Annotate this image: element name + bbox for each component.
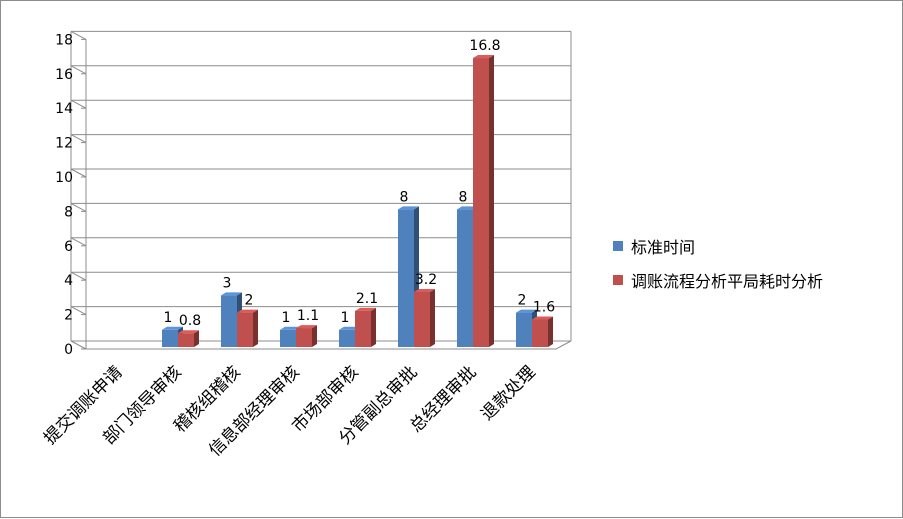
bar <box>516 312 532 347</box>
data-label: 0.8 <box>179 313 201 329</box>
gridline-side <box>70 202 87 212</box>
legend-label: 标准时间 <box>631 238 696 257</box>
legend-swatch <box>613 275 623 285</box>
bar-top <box>532 316 553 320</box>
bar <box>162 329 178 347</box>
bar-side <box>194 330 199 347</box>
y-tick-label: 16 <box>55 67 73 83</box>
bar <box>280 329 296 347</box>
bar <box>237 312 253 347</box>
bar <box>414 291 430 347</box>
y-tick-label: 12 <box>55 136 73 152</box>
gridline-side <box>70 99 87 109</box>
bar-top <box>355 307 376 311</box>
bar-top <box>178 330 199 334</box>
legend-item: 调账流程分析平局耗时分析 <box>613 263 823 297</box>
y-tick-label: 10 <box>55 170 73 186</box>
bar-top <box>457 206 478 210</box>
gridline-side <box>70 340 87 350</box>
bar-top <box>221 292 242 296</box>
chart-legend: 标准时间调账流程分析平局耗时分析 <box>613 229 823 297</box>
gridlines <box>70 30 572 350</box>
bar-side <box>548 316 553 347</box>
y-tick-label: 14 <box>55 101 73 117</box>
bar-top <box>414 288 435 292</box>
y-tick-label: 18 <box>55 32 73 48</box>
bar <box>296 328 312 347</box>
gridline-side <box>70 237 87 247</box>
floor-edge <box>86 340 572 350</box>
data-label: 3.2 <box>415 272 437 288</box>
bar-top <box>237 309 258 313</box>
gridline-side <box>70 30 87 40</box>
data-label: 8 <box>400 189 409 205</box>
y-tick-label: 4 <box>64 273 73 289</box>
gridline-side <box>70 65 87 75</box>
gridline-side <box>70 306 87 316</box>
bar <box>473 58 489 347</box>
gridline-side <box>70 168 87 178</box>
data-label: 1 <box>164 310 173 326</box>
legend-item: 标准时间 <box>613 229 823 263</box>
bar-top <box>516 309 537 313</box>
bar <box>355 310 371 347</box>
data-label: 2.1 <box>356 291 378 307</box>
bar-top <box>296 325 317 329</box>
bar-top <box>398 206 419 210</box>
bar-side <box>430 288 435 347</box>
legend-swatch <box>613 241 623 251</box>
bar-side <box>312 325 317 347</box>
data-label: 2 <box>518 293 527 309</box>
bars <box>162 55 553 347</box>
bar-side <box>253 309 258 347</box>
data-label: 3 <box>223 275 232 291</box>
data-label: 1.1 <box>297 308 319 324</box>
bar <box>398 209 414 347</box>
bar-side <box>489 55 494 347</box>
bar-top <box>162 326 183 330</box>
data-label: 1 <box>282 310 291 326</box>
bar <box>339 329 355 347</box>
bar <box>532 319 548 347</box>
bar <box>178 333 194 347</box>
data-label: 8 <box>459 189 468 205</box>
bar-top <box>473 55 494 59</box>
bar-side <box>371 307 376 347</box>
y-tick-label: 8 <box>64 204 73 220</box>
data-label: 16.8 <box>469 38 500 54</box>
y-tick-label: 6 <box>64 239 73 255</box>
x-tick-label: 退款处理 <box>477 362 539 424</box>
y-tick-label: 2 <box>64 308 73 324</box>
data-label: 1.6 <box>533 299 555 315</box>
category-labels: 提交调账申请部门领导审核稽核组稽核信息部经理审核市场部审核分管副总审批总经理审批… <box>40 362 539 460</box>
bar <box>457 209 473 347</box>
data-label: 1 <box>341 310 350 326</box>
legend-label: 调账流程分析平局耗时分析 <box>631 272 824 291</box>
bar-top <box>339 326 360 330</box>
gridline-side <box>70 134 87 144</box>
data-label: 2 <box>245 293 254 309</box>
gridline-side <box>70 271 87 281</box>
bar <box>221 295 237 347</box>
y-tick-label: 0 <box>64 342 73 358</box>
bar-top <box>280 326 301 330</box>
